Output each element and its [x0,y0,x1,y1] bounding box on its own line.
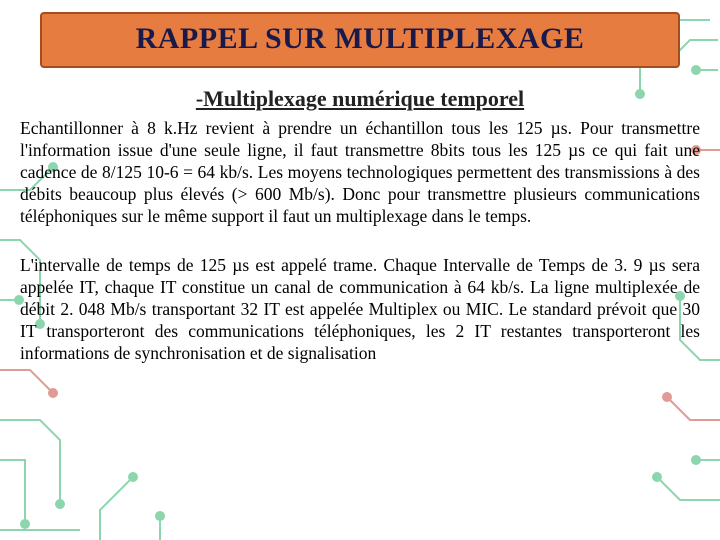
page-title: RAPPEL SUR MULTIPLEXAGE [52,22,668,56]
subtitle: -Multiplexage numérique temporel [10,86,710,112]
slide: RAPPEL SUR MULTIPLEXAGE -Multiplexage nu… [0,0,720,540]
paragraph-2: L'intervalle de temps de 125 µs est appe… [10,255,710,364]
title-banner: RAPPEL SUR MULTIPLEXAGE [40,12,680,68]
paragraph-1: Echantillonner à 8 k.Hz revient à prendr… [10,118,710,227]
